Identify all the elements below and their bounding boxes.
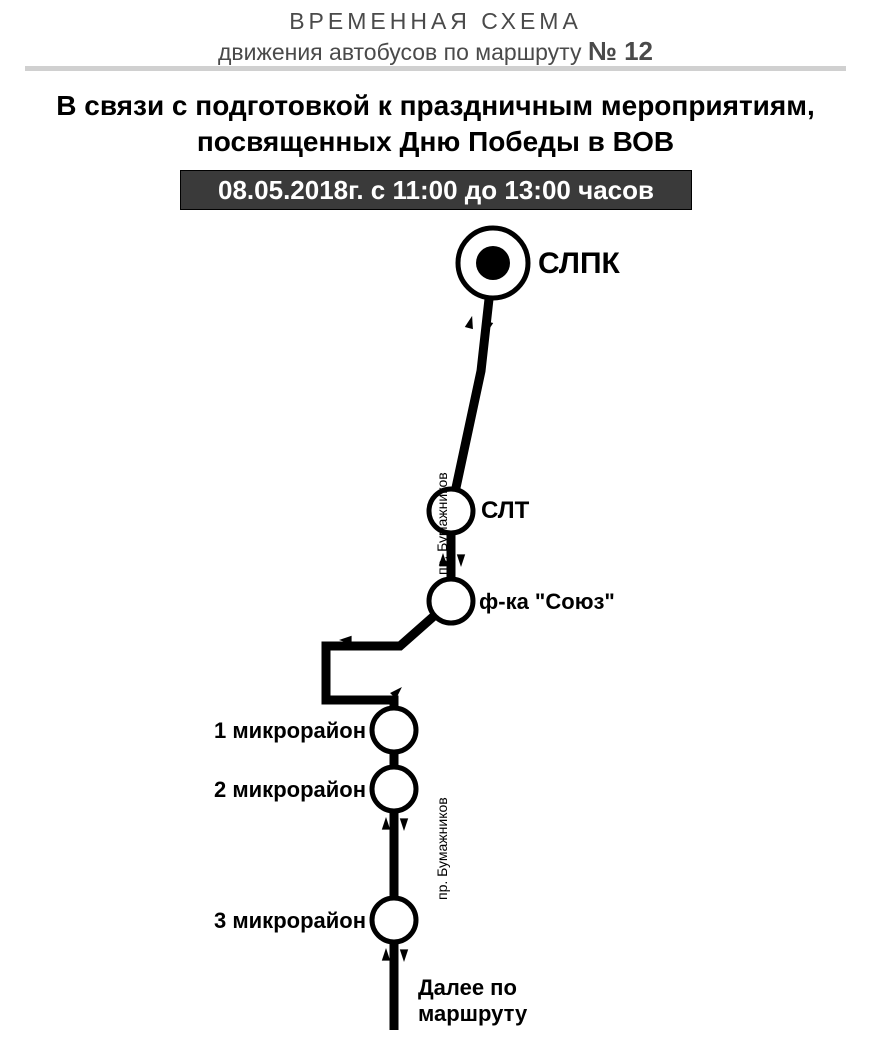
stop-label-mkr3: 3 микрорайон bbox=[214, 908, 366, 934]
stop-node-mkr3 bbox=[372, 898, 416, 942]
direction-arrow bbox=[400, 818, 408, 831]
direction-arrow bbox=[382, 817, 390, 830]
continuation-line2: маршруту bbox=[418, 1001, 527, 1027]
road-label-0: пр. Бумажников bbox=[434, 472, 450, 575]
stop-node-mkr2 bbox=[372, 767, 416, 811]
stop-node-soyuz bbox=[429, 579, 473, 623]
direction-arrow bbox=[400, 949, 408, 962]
continuation-label: Далее помаршруту bbox=[418, 975, 527, 1027]
stop-label-mkr2: 2 микрорайон bbox=[214, 777, 366, 803]
direction-arrow bbox=[457, 554, 465, 567]
stop-label-mkr1: 1 микрорайон bbox=[214, 718, 366, 744]
stop-label-slt: СЛТ bbox=[481, 497, 529, 525]
stop-label-soyuz: ф-ка "Союз" bbox=[479, 589, 615, 615]
road-label-1: пр. Бумажников bbox=[434, 797, 450, 900]
stop-label-slpk: СЛПК bbox=[538, 247, 620, 281]
stop-node-mkr1 bbox=[372, 708, 416, 752]
direction-arrow bbox=[382, 948, 390, 961]
terminal-node-inner-slpk bbox=[476, 246, 510, 280]
continuation-line1: Далее по bbox=[418, 975, 527, 1001]
direction-arrow bbox=[465, 316, 473, 329]
